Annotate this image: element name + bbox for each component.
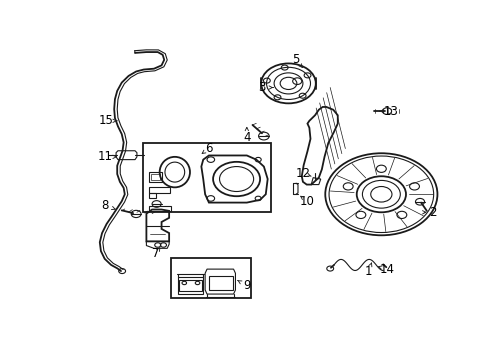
Circle shape: [261, 63, 315, 103]
Bar: [171, 258, 250, 298]
Bar: [208, 276, 232, 290]
Text: 2: 2: [428, 206, 435, 219]
Text: 8: 8: [101, 199, 108, 212]
Text: 3: 3: [258, 81, 265, 94]
Text: 10: 10: [300, 195, 314, 208]
Text: 11: 11: [97, 150, 112, 163]
Text: 4: 4: [243, 131, 250, 144]
Bar: [149, 193, 156, 198]
Bar: [151, 174, 160, 180]
Text: 13: 13: [383, 105, 397, 118]
Text: 7: 7: [152, 247, 159, 260]
Text: 1: 1: [364, 265, 371, 278]
Text: 5: 5: [292, 53, 299, 66]
Bar: [149, 172, 162, 182]
Text: 9: 9: [243, 279, 250, 292]
Bar: [149, 207, 171, 211]
Text: 14: 14: [379, 262, 394, 276]
Bar: [142, 143, 271, 212]
Bar: [149, 187, 169, 193]
Bar: [179, 280, 202, 291]
Text: 15: 15: [98, 114, 113, 127]
Text: 6: 6: [205, 142, 212, 155]
Text: 12: 12: [296, 167, 310, 180]
